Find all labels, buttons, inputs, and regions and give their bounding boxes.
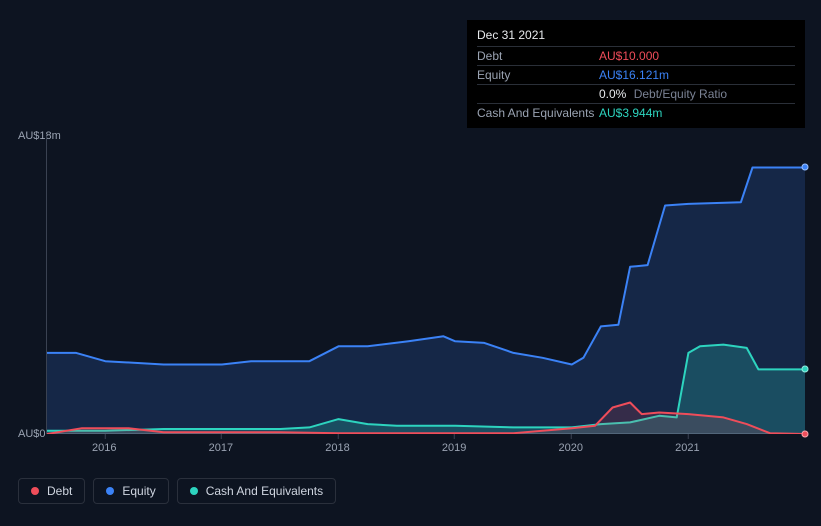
tooltip-row: EquityAU$16.121m (477, 66, 795, 85)
x-axis-tick: 2019 (442, 442, 466, 454)
tooltip-row-value: AU$16.121m (599, 68, 669, 82)
tooltip-row-extra: Debt/Equity Ratio (630, 87, 727, 101)
tooltip-row-value: AU$3.944m (599, 106, 662, 120)
y-axis-tick: AU$0 (18, 428, 46, 440)
tooltip-row-value: AU$10.000 (599, 49, 659, 63)
plot-area[interactable] (46, 136, 804, 434)
x-axis-tick: 2021 (675, 442, 699, 454)
legend-item[interactable]: Equity (93, 478, 168, 504)
chart-svg (47, 136, 805, 434)
tooltip-date: Dec 31 2021 (477, 26, 795, 47)
legend-item[interactable]: Debt (18, 478, 85, 504)
legend-label: Equity (122, 484, 155, 498)
series-end-dot (802, 164, 809, 171)
tooltip-row-label (477, 87, 599, 101)
series-end-dot (802, 431, 809, 438)
chart-container: AU$0AU$18m 201620172018201920202021 (18, 120, 804, 470)
tooltip-row: 0.0% Debt/Equity Ratio (477, 85, 795, 104)
x-axis-tick: 2016 (92, 442, 116, 454)
tooltip-row: DebtAU$10.000 (477, 47, 795, 66)
legend-dot-icon (106, 487, 114, 495)
legend: Debt Equity Cash And Equivalents (18, 478, 336, 504)
tooltip-row-label: Cash And Equivalents (477, 106, 599, 120)
tooltip-row-label: Equity (477, 68, 599, 82)
x-axis-tick: 2018 (325, 442, 349, 454)
legend-item[interactable]: Cash And Equivalents (177, 478, 336, 504)
series-end-dot (802, 366, 809, 373)
legend-dot-icon (190, 487, 198, 495)
tooltip-card: Dec 31 2021 DebtAU$10.000EquityAU$16.121… (467, 20, 805, 128)
tooltip-rows: DebtAU$10.000EquityAU$16.121m0.0% Debt/E… (477, 47, 795, 122)
legend-label: Cash And Equivalents (206, 484, 323, 498)
tooltip-row-value: 0.0% Debt/Equity Ratio (599, 87, 727, 101)
x-axis-labels: 2016 2017 2018 2019 2020 2021 (46, 442, 804, 462)
legend-dot-icon (31, 487, 39, 495)
tooltip-row-label: Debt (477, 49, 599, 63)
legend-label: Debt (47, 484, 72, 498)
tooltip-row: Cash And EquivalentsAU$3.944m (477, 104, 795, 122)
x-axis-tick: 2017 (209, 442, 233, 454)
x-axis-tick: 2020 (559, 442, 583, 454)
